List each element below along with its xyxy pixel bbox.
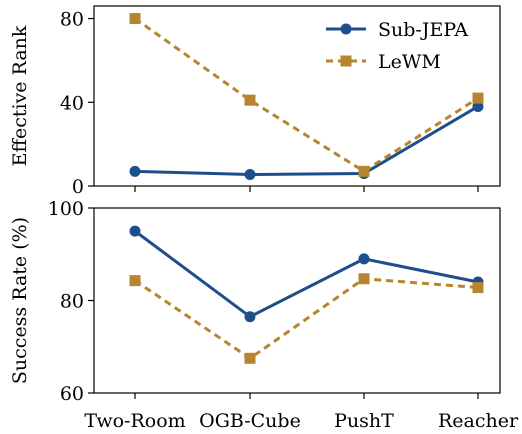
x-tick-label: OGB-Cube — [199, 410, 301, 432]
legend-label: Sub-JEPA — [378, 19, 468, 41]
data-point-lewm — [472, 92, 484, 104]
data-point-lewm — [244, 352, 256, 364]
y-tick-label: 80 — [60, 291, 84, 313]
data-point-sub-jepa — [244, 311, 256, 323]
panel-success-rate: 60 80 100 Success Rate (%) — [9, 198, 501, 405]
data-point-lewm — [358, 273, 370, 285]
data-point-lewm — [129, 13, 141, 25]
data-point-lewm — [358, 165, 370, 177]
y-tick-label: 100 — [48, 198, 84, 220]
y-tick-label: 40 — [60, 92, 84, 114]
data-point-lewm — [244, 94, 256, 106]
legend-marker — [340, 23, 352, 35]
series-line-lewm — [134, 17, 479, 173]
plot-frame — [93, 207, 501, 394]
y-axis-title: Effective Rank — [9, 25, 31, 166]
series-line-lewm — [134, 277, 479, 360]
y-tick-label: 60 — [60, 383, 84, 405]
x-tick-label: Two-Room — [84, 410, 185, 432]
y-tick-label: 0 — [72, 176, 84, 198]
series-line-sub-jepa — [134, 105, 479, 176]
data-point-sub-jepa — [244, 168, 256, 180]
legend-label: LeWM — [378, 51, 441, 73]
x-axis-tick-labels: Two-Room OGB-Cube PushT Reacher — [84, 410, 519, 432]
y-tick-label: 80 — [60, 9, 84, 31]
legend-marker — [340, 55, 352, 67]
plot-frame — [93, 5, 501, 187]
data-point-sub-jepa — [358, 253, 370, 265]
panel-effective-rank: 0 40 80 Effective Rank — [9, 5, 501, 198]
y-axis-title: Success Rate (%) — [9, 217, 31, 384]
series-line-sub-jepa — [134, 229, 479, 319]
data-point-sub-jepa — [472, 100, 484, 112]
legend: Sub-JEPA LeWM — [326, 19, 468, 73]
data-point-lewm — [472, 282, 484, 294]
data-point-sub-jepa — [129, 225, 141, 237]
data-point-lewm — [129, 275, 141, 287]
x-tick-label: Reacher — [438, 410, 519, 432]
data-point-sub-jepa — [129, 165, 141, 177]
x-tick-label: PushT — [334, 410, 394, 432]
